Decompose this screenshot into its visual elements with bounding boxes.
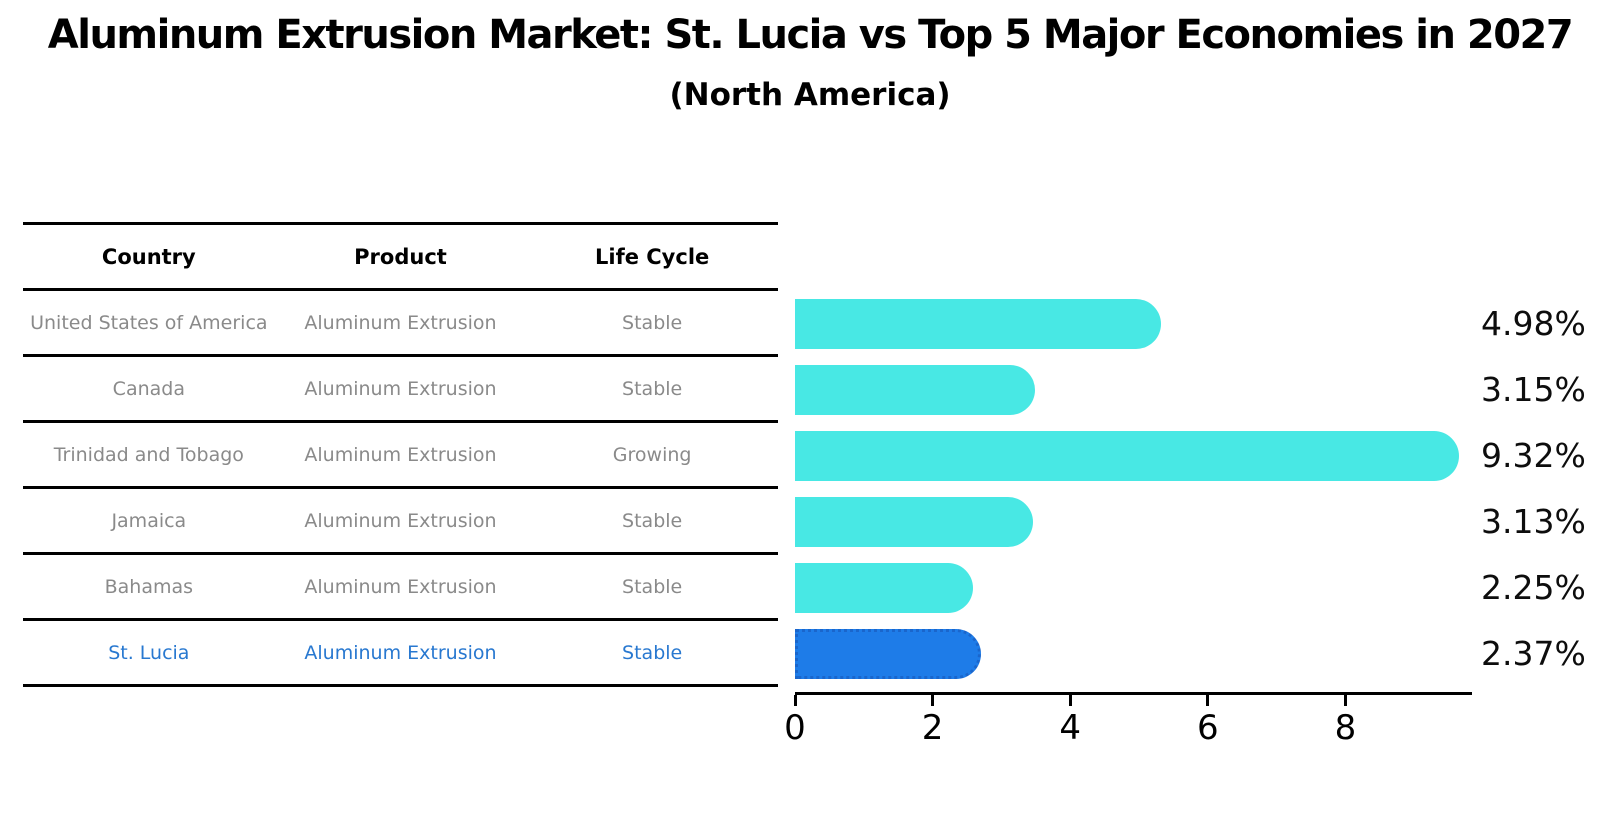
- cell-product: Aluminum Extrusion: [304, 311, 497, 334]
- bar-slot: [795, 291, 1472, 357]
- cell-lifecycle: Stable: [622, 509, 683, 532]
- table-header-row: Country Product Life Cycle: [23, 222, 778, 291]
- x-axis: 0 2 4 6 8: [784, 692, 1472, 748]
- cell-product: Aluminum Extrusion: [304, 443, 497, 466]
- table-row-trinidad-tobago: Trinidad and Tobago Aluminum Extrusion G…: [23, 423, 778, 489]
- value-label-usa: 4.98%: [1481, 304, 1586, 343]
- value-label-jamaica: 3.13%: [1481, 502, 1586, 541]
- x-axis-tick-label: 4: [1059, 708, 1082, 748]
- cell-lifecycle: Stable: [622, 575, 683, 598]
- value-label-bahamas: 2.25%: [1481, 568, 1586, 607]
- cell-product: Aluminum Extrusion: [304, 641, 497, 664]
- table-row-jamaica: Jamaica Aluminum Extrusion Stable: [23, 489, 778, 555]
- x-axis-tick-label: 6: [1196, 708, 1219, 748]
- value-label-canada: 3.15%: [1481, 370, 1586, 409]
- country-table: Country Product Life Cycle United States…: [23, 222, 778, 687]
- chart-title: Aluminum Extrusion Market: St. Lucia vs …: [47, 12, 1574, 58]
- bar-slot: [795, 621, 1472, 687]
- cell-country: Bahamas: [104, 575, 194, 598]
- x-axis-tick: 8: [1335, 695, 1356, 748]
- bar-chart-plot-area: [795, 291, 1472, 687]
- cell-product: Aluminum Extrusion: [304, 377, 497, 400]
- x-axis-tick: 6: [1197, 695, 1219, 748]
- cell-lifecycle: Stable: [622, 377, 683, 400]
- bar-st-lucia: [795, 629, 982, 679]
- bar-slot: [795, 555, 1472, 621]
- table-row-bahamas: Bahamas Aluminum Extrusion Stable: [23, 555, 778, 621]
- bar-slot: [795, 357, 1472, 423]
- x-axis-tick: 0: [784, 695, 806, 748]
- col-header-lifecycle: Life Cycle: [595, 244, 710, 269]
- bar-bahamas: [795, 563, 973, 613]
- value-label-st-lucia: 2.37%: [1481, 634, 1586, 673]
- cell-lifecycle: Growing: [612, 443, 692, 466]
- col-header-country: Country: [101, 244, 196, 269]
- cell-lifecycle: Stable: [622, 641, 683, 664]
- x-axis-tick-label: 2: [921, 708, 944, 748]
- chart-subtitle: (North America): [669, 77, 951, 113]
- bar-canada: [795, 365, 1035, 415]
- value-labels: 4.98% 3.15% 9.32% 3.13% 2.25% 2.37%: [1481, 291, 1611, 687]
- x-axis-tick-label: 8: [1334, 708, 1357, 748]
- bar-slot: [795, 489, 1472, 555]
- x-axis-tick-label: 0: [784, 708, 806, 748]
- cell-product: Aluminum Extrusion: [304, 509, 497, 532]
- table-row-usa: United States of America Aluminum Extrus…: [23, 291, 778, 357]
- cell-country: St. Lucia: [108, 641, 190, 664]
- cell-country: United States of America: [30, 311, 268, 334]
- cell-country: Canada: [112, 377, 185, 400]
- cell-lifecycle: Stable: [622, 311, 683, 334]
- cell-country: Jamaica: [111, 509, 187, 532]
- col-header-product: Product: [354, 244, 447, 269]
- table-row-canada: Canada Aluminum Extrusion Stable: [23, 357, 778, 423]
- cell-product: Aluminum Extrusion: [304, 575, 497, 598]
- value-label-trinidad-tobago: 9.32%: [1481, 436, 1586, 475]
- bar-usa: [795, 299, 1161, 349]
- bar-trinidad-tobago: [795, 431, 1460, 481]
- bar-jamaica: [795, 497, 1034, 547]
- cell-country: Trinidad and Tobago: [53, 443, 244, 466]
- x-axis-tick: 4: [1059, 695, 1081, 748]
- bar-slot: [795, 423, 1472, 489]
- table-row-st-lucia: St. Lucia Aluminum Extrusion Stable: [23, 621, 778, 687]
- x-axis-tick: 2: [922, 695, 943, 748]
